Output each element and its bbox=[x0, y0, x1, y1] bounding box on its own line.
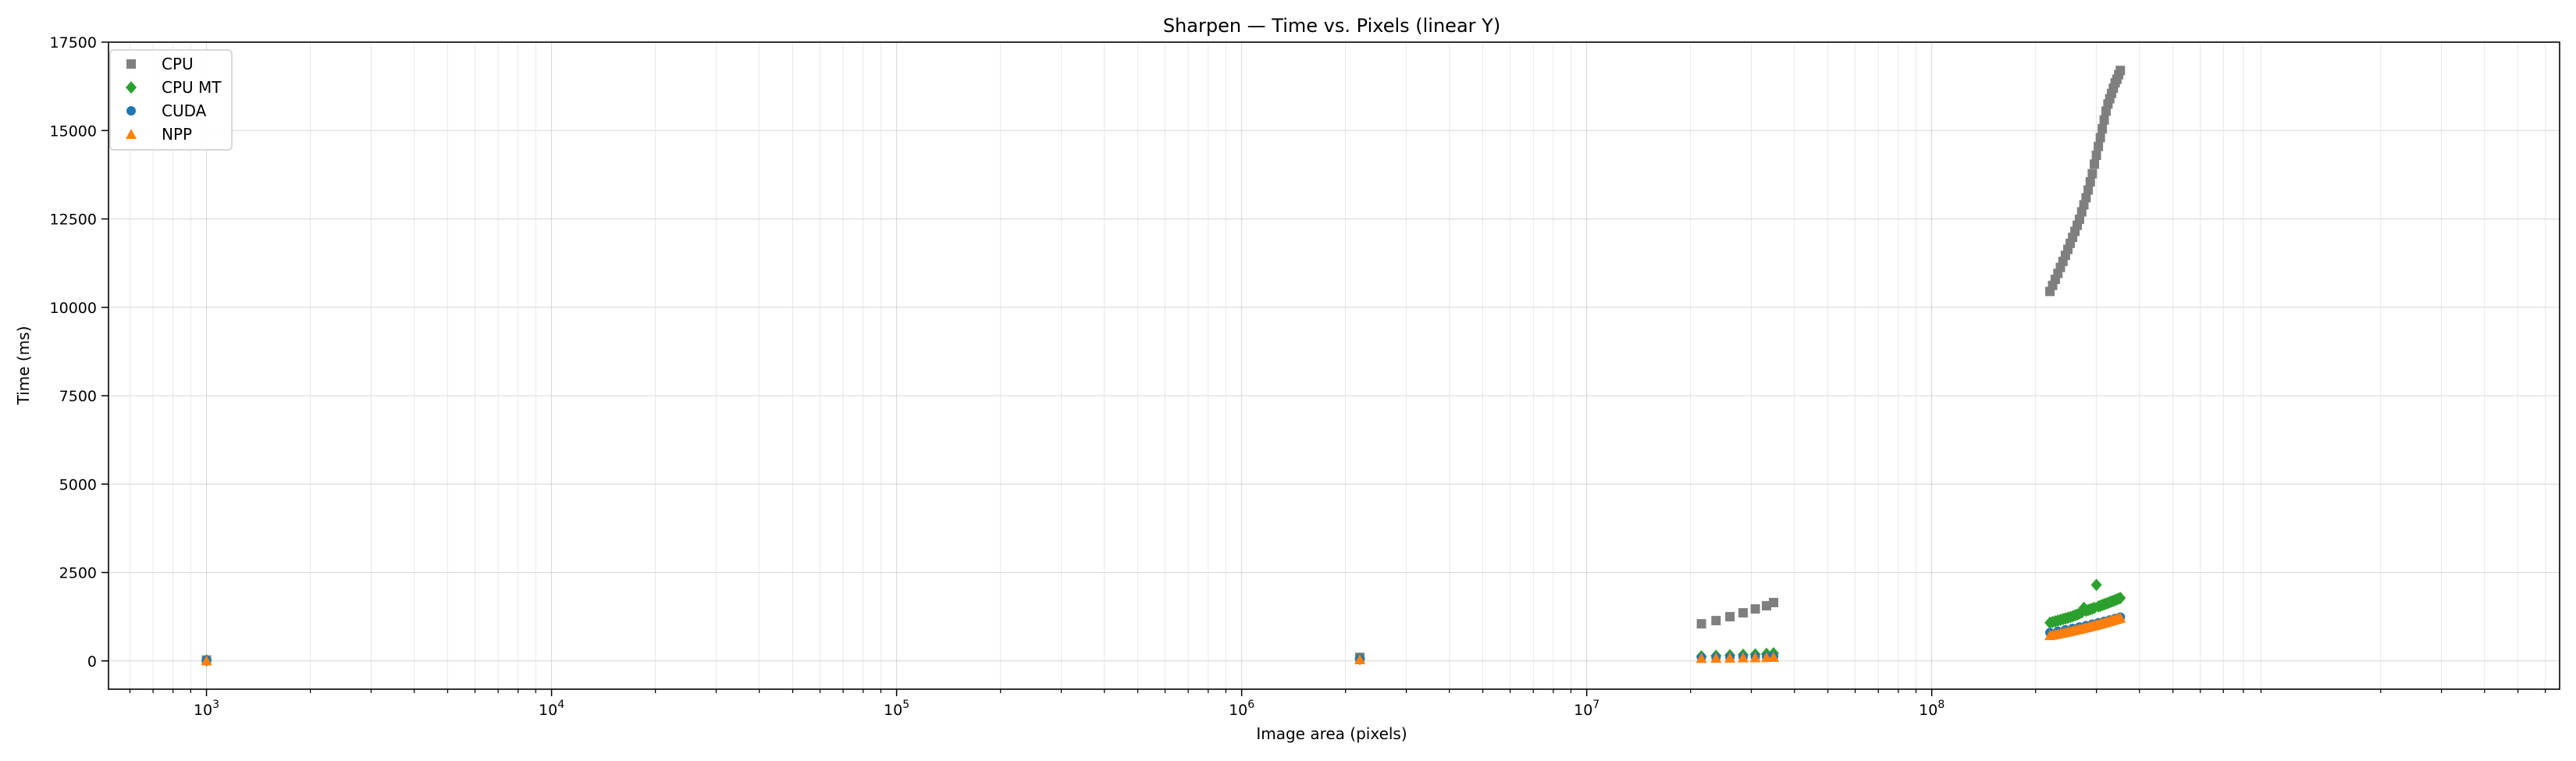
data-point bbox=[2090, 578, 2102, 592]
legend-marker bbox=[126, 106, 136, 116]
data-point bbox=[1761, 652, 1773, 663]
y-tick-label: 5000 bbox=[59, 476, 97, 493]
data-point bbox=[1695, 653, 1707, 663]
data-point bbox=[2115, 592, 2126, 605]
data-point bbox=[1762, 601, 1772, 611]
data-point bbox=[2097, 123, 2108, 133]
data-point bbox=[2099, 115, 2109, 125]
legend-label: CUDA bbox=[162, 101, 207, 120]
data-point bbox=[201, 655, 212, 666]
data-point bbox=[1354, 653, 1365, 664]
y-tick-label: 12500 bbox=[50, 212, 97, 229]
data-point bbox=[2105, 94, 2115, 104]
y-tick-label: 0 bbox=[87, 653, 97, 670]
legend-label: CPU bbox=[162, 55, 194, 73]
y-tick-label: 15000 bbox=[50, 123, 97, 140]
x-tick-label: 107 bbox=[1574, 699, 1599, 719]
data-point bbox=[1724, 652, 1736, 663]
data-point bbox=[2076, 207, 2087, 217]
data-point bbox=[1738, 652, 1749, 663]
data-point bbox=[1710, 653, 1722, 663]
series-npp bbox=[201, 612, 2126, 666]
data-point bbox=[1768, 652, 1780, 663]
plot-frame bbox=[108, 41, 2560, 690]
x-tick-label: 106 bbox=[1229, 699, 1254, 719]
legend-marker bbox=[126, 81, 137, 94]
data-point bbox=[1749, 652, 1761, 663]
data-point bbox=[2094, 141, 2104, 151]
series-cpu bbox=[201, 66, 2126, 665]
data-point bbox=[2083, 185, 2094, 195]
x-tick-label: 104 bbox=[539, 699, 564, 719]
legend-label: CPU MT bbox=[162, 78, 222, 97]
data-point bbox=[2115, 66, 2126, 76]
legend-marker bbox=[126, 59, 136, 69]
legend-label: NPP bbox=[162, 125, 192, 144]
data-point bbox=[2091, 150, 2101, 160]
x-tick-label: 108 bbox=[1919, 699, 1944, 719]
data-point bbox=[1725, 612, 1735, 622]
data-points bbox=[201, 66, 2126, 667]
y-axis: 0 2500 5000 7500 10000 12500 15000 17500 bbox=[50, 34, 109, 670]
data-point bbox=[2090, 159, 2100, 169]
data-point bbox=[1711, 616, 1721, 626]
data-point bbox=[1738, 608, 1749, 618]
x-tick-label: 103 bbox=[194, 699, 219, 719]
data-point bbox=[2079, 200, 2089, 210]
data-point bbox=[1696, 619, 1706, 629]
y-tick-label: 2500 bbox=[59, 565, 97, 582]
x-tick-label: 105 bbox=[884, 699, 909, 719]
y-tick-label: 10000 bbox=[50, 300, 97, 317]
chart-title: Sharpen — Time vs. Pixels (linear Y) bbox=[1163, 15, 1500, 37]
data-point bbox=[2087, 169, 2097, 179]
y-tick-label: 17500 bbox=[50, 34, 97, 52]
y-tick-label: 7500 bbox=[59, 388, 97, 405]
data-point bbox=[1750, 604, 1760, 614]
data-point bbox=[2081, 193, 2091, 203]
data-point bbox=[2115, 612, 2126, 623]
data-point bbox=[2101, 106, 2111, 116]
legend-box bbox=[109, 49, 233, 151]
data-point bbox=[1769, 598, 1779, 608]
x-axis-label: Image area (pixels) bbox=[1256, 724, 1407, 743]
y-axis-label: Time (ms) bbox=[14, 326, 33, 406]
data-point bbox=[2095, 133, 2105, 143]
legend: CPU CPU MT CUDA NPP bbox=[109, 49, 233, 151]
x-axis: 103 104 105 106 107 108 bbox=[129, 689, 2546, 719]
data-point bbox=[2085, 176, 2095, 187]
legend-marker bbox=[126, 129, 137, 139]
data-point bbox=[2074, 214, 2084, 224]
